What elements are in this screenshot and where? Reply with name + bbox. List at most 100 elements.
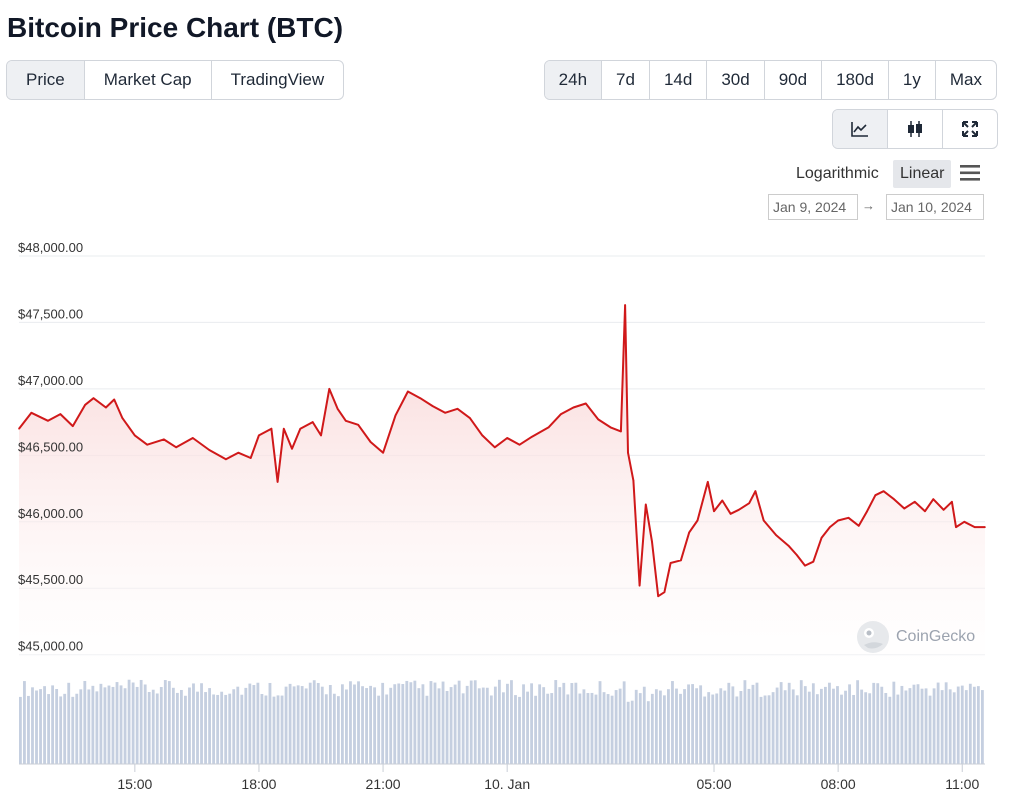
date-from-input[interactable]: [768, 194, 858, 220]
volume-bar: [91, 685, 95, 764]
volume-bar: [783, 690, 787, 764]
hamburger-menu-icon[interactable]: [958, 162, 982, 184]
date-to-input[interactable]: [886, 194, 984, 220]
price-point: [597, 418, 599, 421]
volume-bar: [111, 686, 115, 764]
volume-bar: [900, 685, 904, 764]
volume-bar: [357, 681, 360, 764]
volume-bar: [667, 689, 670, 764]
price-point: [494, 446, 496, 449]
volume-bar: [683, 689, 686, 764]
volume-bar: [779, 682, 783, 764]
volume-bar: [457, 680, 461, 764]
price-point: [729, 513, 732, 515]
price-point: [258, 434, 260, 437]
volume-bar: [924, 688, 928, 764]
volume-bar: [79, 689, 83, 764]
volume-bar: [397, 683, 401, 764]
volume-bar: [880, 686, 884, 764]
price-chart[interactable]: $48,000.00 $47,500.00 $47,000.00 $46,500.00…: [0, 236, 1000, 808]
volume-bar: [832, 688, 835, 764]
price-point: [882, 490, 885, 492]
price-point: [963, 521, 966, 523]
volume-bar: [844, 690, 847, 764]
volume-bar: [594, 694, 598, 764]
volume-bar: [232, 689, 236, 764]
volume-bar: [401, 684, 405, 764]
volume-bar: [892, 681, 896, 764]
line-chart-button[interactable]: [833, 110, 888, 148]
volume-bar: [75, 693, 79, 764]
price-point: [407, 390, 409, 393]
range-max-button[interactable]: Max: [949, 70, 982, 89]
price-point: [560, 413, 562, 415]
volume-bar: [514, 695, 517, 764]
fullscreen-button[interactable]: [943, 110, 997, 148]
price-point: [382, 451, 384, 454]
volume-bar: [284, 686, 288, 764]
volume-bar: [127, 679, 131, 764]
volume-bar: [654, 689, 658, 764]
volume-bar: [598, 681, 602, 764]
price-point: [92, 397, 95, 399]
price-point: [942, 509, 945, 511]
volume-bar: [493, 686, 497, 764]
volume-bar: [634, 689, 638, 764]
volume-bar: [228, 693, 232, 764]
tab-tradingview[interactable]: TradingView: [230, 70, 325, 89]
volume-bar: [155, 693, 159, 764]
price-point: [738, 509, 740, 511]
x-tick-label: 18:00: [241, 776, 276, 792]
volume-bar: [787, 682, 791, 764]
volume-bar: [212, 694, 216, 764]
range-7d-button[interactable]: 7d: [602, 61, 650, 99]
volume-bar: [586, 693, 590, 764]
line-chart-icon: [851, 122, 868, 137]
price-point: [787, 544, 790, 547]
candlestick-button[interactable]: [888, 110, 943, 148]
range-24h-button[interactable]: 24h: [544, 61, 603, 99]
price-point: [680, 559, 682, 562]
volume-bar: [445, 691, 449, 764]
price-point: [924, 510, 926, 512]
volume-bar: [453, 684, 457, 764]
y-tick-label: $46,500.00: [18, 439, 83, 454]
range-90d-button[interactable]: 90d: [765, 61, 823, 99]
volume-bar: [373, 687, 377, 764]
volume-bar: [502, 692, 505, 764]
volume-bar: [300, 686, 304, 764]
tab-price[interactable]: Price: [7, 61, 85, 99]
volume-bar: [526, 691, 529, 764]
volume-bar: [481, 687, 485, 764]
price-point: [748, 502, 750, 505]
range-30d-button[interactable]: 30d: [707, 61, 765, 99]
price-point: [547, 426, 550, 429]
volume-bar: [731, 686, 735, 764]
price-point: [456, 408, 459, 410]
volume-bar: [791, 689, 795, 764]
volume-bar: [469, 680, 473, 764]
range-14d-button[interactable]: 14d: [650, 61, 708, 99]
price-point: [345, 420, 347, 422]
tab-market-cap[interactable]: Market Cap: [85, 61, 212, 99]
range-180d-button[interactable]: 180d: [822, 61, 889, 99]
volume-bar: [944, 682, 948, 764]
volume-bar: [143, 684, 147, 764]
volume-bar: [389, 687, 393, 764]
volume-bar: [308, 682, 312, 764]
volume-bar: [968, 683, 972, 764]
volume-bar: [510, 680, 513, 764]
price-point: [394, 414, 397, 417]
watermark-text: CoinGecko: [896, 628, 976, 645]
volume-bar: [312, 680, 316, 764]
volume-bar: [345, 689, 348, 764]
price-point: [893, 498, 895, 501]
logarithmic-scale-button[interactable]: Logarithmic: [796, 165, 879, 182]
price-point: [657, 595, 659, 597]
volume-bar: [767, 695, 771, 764]
volume-bar: [147, 692, 151, 764]
range-1y-button[interactable]: 1y: [889, 61, 936, 99]
volume-bar: [405, 680, 409, 764]
volume-bar: [864, 692, 868, 764]
linear-scale-button[interactable]: Linear: [893, 160, 952, 188]
